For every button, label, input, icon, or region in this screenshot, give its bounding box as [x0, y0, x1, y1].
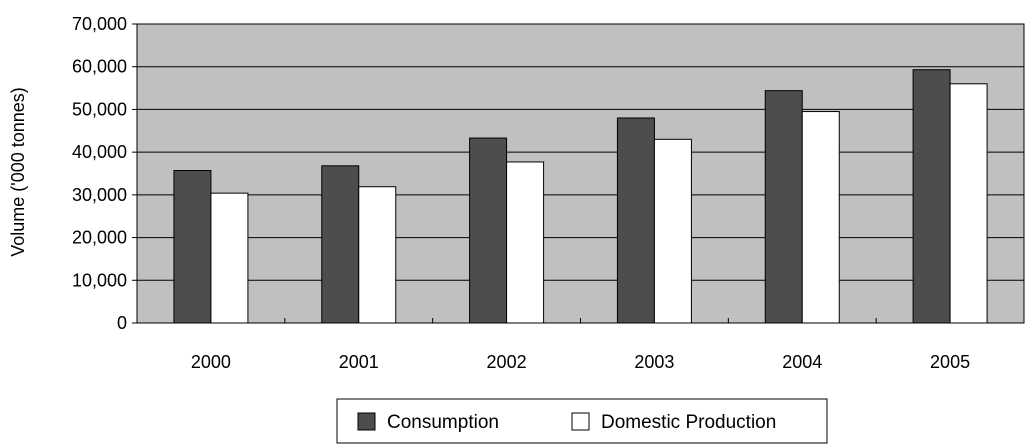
legend-swatch [357, 412, 376, 431]
bar-consumption-2005 [912, 69, 951, 324]
x-tick-label: 2002 [487, 352, 527, 372]
y-tick-label: 0 [117, 313, 127, 333]
x-tick-label: 2000 [191, 352, 231, 372]
bar-consumption-2004 [764, 90, 803, 324]
legend-label: Consumption [387, 412, 499, 433]
y-tick-label: 60,000 [72, 57, 127, 77]
bar-domestic-production-2004 [801, 111, 840, 324]
bar-domestic-production-2001 [358, 186, 397, 324]
y-tick-label: 20,000 [72, 228, 127, 248]
bars [173, 69, 988, 324]
bar-domestic-production-2003 [653, 138, 692, 324]
bar-consumption-2001 [321, 165, 360, 324]
y-tick-label: 40,000 [72, 142, 127, 162]
bar-domestic-production-2002 [506, 161, 545, 324]
bar-domestic-production-2005 [949, 83, 988, 324]
bar-consumption-2000 [173, 170, 212, 324]
bar-consumption-2002 [469, 137, 508, 324]
legend-swatch [571, 412, 590, 431]
gridlines [137, 66, 1024, 281]
legend: Consumption Domestic Production [336, 398, 828, 444]
x-tick-label: 2003 [634, 352, 674, 372]
y-tick-label: 30,000 [72, 185, 127, 205]
y-axis-title: Volume ('000 tonnes) [8, 87, 28, 257]
bar-domestic-production-2000 [210, 192, 249, 324]
bar-consumption-2003 [616, 117, 655, 324]
y-axis: 0 10,000 20,000 30,000 40,000 50,000 60,000 70,… [72, 14, 137, 333]
x-tick-label: 2005 [930, 352, 970, 372]
x-tick-label: 2001 [339, 352, 379, 372]
plot-area [136, 23, 1025, 324]
x-axis: 2000 2001 2002 2003 2004 2005 [191, 318, 970, 372]
y-tick-label: 70,000 [72, 14, 127, 34]
legend-label: Domestic Production [601, 412, 776, 433]
x-tick-label: 2004 [782, 352, 822, 372]
y-tick-label: 10,000 [72, 270, 127, 290]
y-tick-label: 50,000 [72, 99, 127, 119]
